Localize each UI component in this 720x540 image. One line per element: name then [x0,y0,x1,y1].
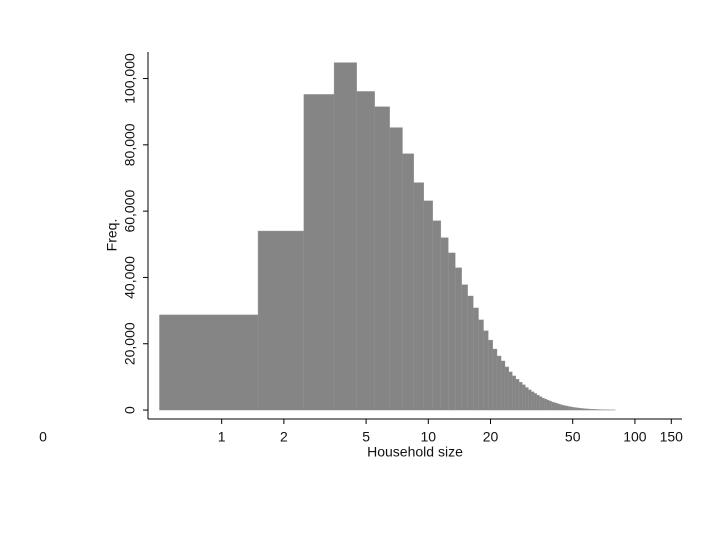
bar [413,182,424,411]
y-tick-label: 100,000 [122,53,138,104]
bar [585,408,588,411]
bar [488,339,493,411]
bar [546,399,550,411]
bar [389,127,403,411]
bar [573,407,576,411]
bar [551,401,555,411]
x-tick-label: 10 [421,429,437,445]
bar [536,394,540,411]
x-tick-label: 0 [39,429,47,445]
x-tick-label: 5 [362,429,370,445]
bar [567,406,571,411]
bar [595,409,598,411]
bar [591,409,593,411]
bar [533,393,537,411]
bar [455,267,462,411]
bar [423,200,433,411]
bar [544,398,548,411]
x-tick-label: 50 [565,429,581,445]
bar [562,405,565,411]
bar [512,375,516,411]
bar [569,406,573,411]
bar [528,389,532,411]
bar [356,91,375,411]
bar [557,403,561,411]
bar [586,408,589,411]
bar [578,407,581,411]
bar [522,384,526,411]
bar [303,94,335,411]
bar [593,409,596,411]
bar [333,62,357,411]
bar [500,360,506,411]
bar [576,407,579,411]
bar [553,402,557,411]
bar [596,409,599,411]
x-axis-label: Household size [367,444,463,460]
bar [592,409,595,411]
bar [159,314,259,411]
bar [560,404,563,411]
x-tick-label: 20 [483,429,499,445]
bar [440,237,449,411]
y-tick-label: 60,000 [122,190,138,233]
bar [448,252,456,411]
x-tick-label: 150 [660,429,684,445]
y-tick-label: 20,000 [122,322,138,365]
bar [583,408,586,411]
bar [402,153,414,411]
x-tick-label: 1 [218,429,226,445]
bar [257,230,305,411]
bar [374,106,390,411]
y-tick-label: 0 [122,406,138,414]
bar [492,348,498,411]
bar [564,405,567,411]
y-axis-label: Freq. [104,219,120,252]
bar [496,355,502,411]
y-tick-label: 40,000 [122,256,138,299]
bar [575,407,578,411]
bar [467,295,474,411]
y-tick-label: 80,000 [122,123,138,166]
x-tick-label: 100 [623,429,647,445]
bar [483,330,489,411]
bar [555,403,559,411]
bar [515,379,520,411]
bar [541,397,545,411]
bar [531,391,535,411]
bar [504,366,509,411]
bar [539,396,543,411]
bar [571,407,574,411]
bar [508,371,513,411]
bar [432,220,442,411]
bar [549,400,552,411]
bar [589,408,592,411]
bar [473,307,479,411]
bar [518,382,523,411]
bar [588,408,591,411]
x-tick-label: 2 [280,429,288,445]
bar [580,408,583,411]
bar [566,405,569,411]
bar [525,387,529,411]
bar [461,284,468,411]
bar [478,319,484,411]
bar [581,408,584,411]
